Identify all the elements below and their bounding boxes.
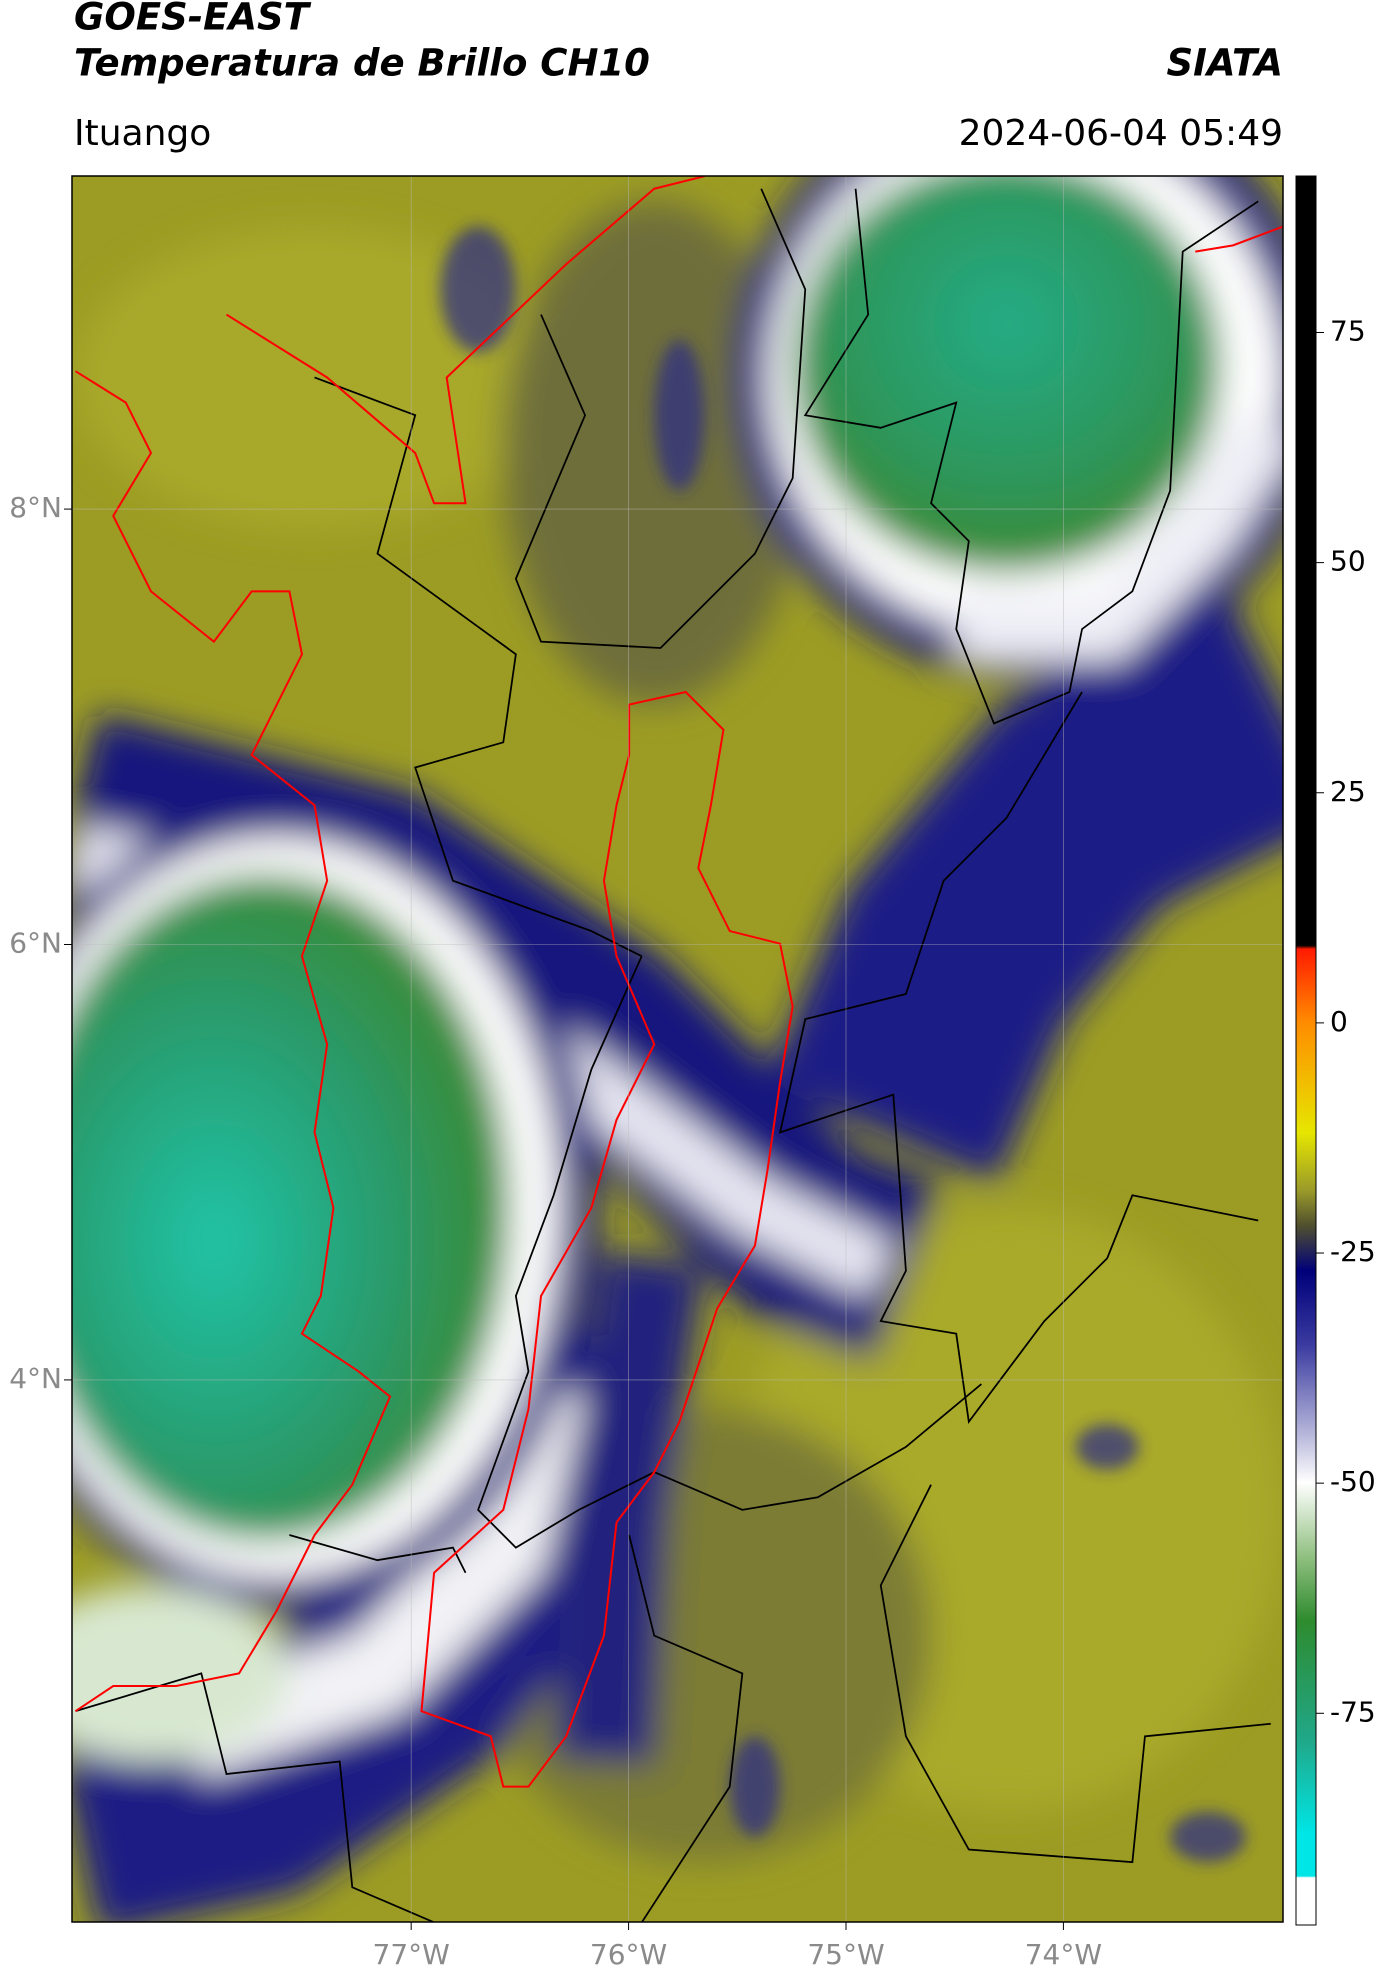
location: Ituango bbox=[74, 113, 211, 154]
colorbar-tick-label: -25 bbox=[1330, 1235, 1376, 1268]
colorbar-tick-label: 75 bbox=[1330, 314, 1366, 347]
colorbar-tick-label: 25 bbox=[1330, 775, 1366, 808]
y-tick-label: 4°N bbox=[9, 1362, 62, 1395]
x-tick-label: 75°W bbox=[807, 1938, 884, 1971]
colorbar-tick-label: -75 bbox=[1330, 1695, 1376, 1728]
x-tick-label: 74°W bbox=[1025, 1938, 1102, 1971]
axes: 77°W 76°W 75°W 74°W 4°N 6°N 8°N -75 -50 -25 0 25 50 7… bbox=[9, 176, 1376, 1971]
colorbar-tick-label: 50 bbox=[1330, 545, 1366, 578]
title: GOES-EAST bbox=[74, 0, 312, 39]
x-tick-label: 76°W bbox=[590, 1938, 667, 1971]
colorbar-tick-label: 0 bbox=[1330, 1005, 1348, 1038]
subtitle: Temperatura de Brillo CH10 bbox=[74, 42, 650, 85]
colorbar bbox=[1295, 175, 1317, 1926]
map-frame bbox=[71, 175, 1284, 1923]
colorbar-tick-label: -50 bbox=[1330, 1465, 1376, 1498]
y-tick-label: 8°N bbox=[9, 491, 62, 524]
y-tick-label: 6°N bbox=[9, 927, 62, 960]
x-tick-label: 77°W bbox=[373, 1938, 450, 1971]
source: SIATA bbox=[1166, 42, 1283, 85]
timestamp: 2024-06-04 05:49 bbox=[959, 113, 1283, 154]
map-imagery bbox=[71, 176, 1284, 1923]
